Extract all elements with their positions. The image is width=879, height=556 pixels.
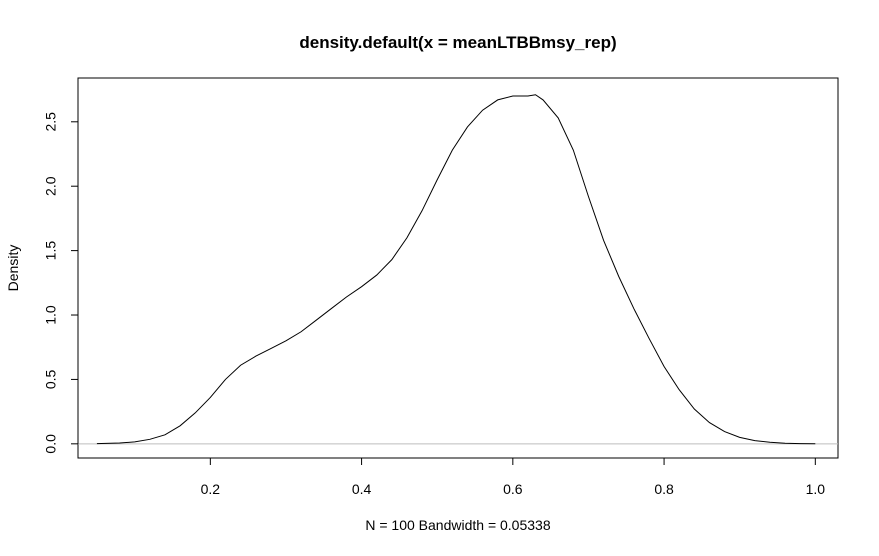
- chart-title: density.default(x = meanLTBBmsy_rep): [299, 33, 616, 52]
- y-tick-label: 0.0: [43, 434, 59, 454]
- y-tick-label: 2.5: [43, 112, 59, 132]
- y-tick-label: 1.0: [43, 305, 59, 325]
- y-axis-label: Density: [5, 245, 21, 292]
- x-tick-label: 0.8: [654, 481, 674, 497]
- y-tick-label: 1.5: [43, 241, 59, 261]
- x-tick-label: 0.4: [352, 481, 372, 497]
- x-tick-label: 1.0: [806, 481, 826, 497]
- x-axis: 0.2 0.4 0.6 0.8 1.0: [201, 457, 826, 497]
- plot-frame: [77, 77, 839, 459]
- x-tick-label: 0.6: [503, 481, 523, 497]
- y-axis: 0.0 0.5 1.0 1.5 2.0 2.5: [43, 112, 79, 454]
- y-tick-label: 0.5: [43, 369, 59, 389]
- x-axis-label: N = 100 Bandwidth = 0.05338: [365, 517, 550, 533]
- x-tick-label: 0.2: [201, 481, 221, 497]
- y-tick-label: 2.0: [43, 176, 59, 196]
- density-curve: [96, 94, 816, 445]
